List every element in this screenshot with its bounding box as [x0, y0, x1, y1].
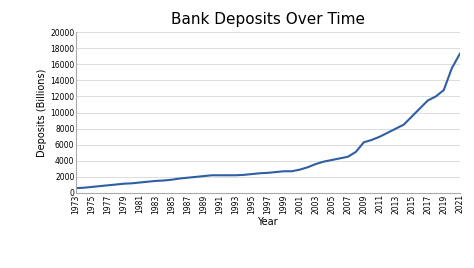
Y-axis label: Deposits (Billions): Deposits (Billions) [37, 68, 47, 157]
Title: Bank Deposits Over Time: Bank Deposits Over Time [171, 12, 365, 27]
X-axis label: Year: Year [257, 217, 278, 226]
